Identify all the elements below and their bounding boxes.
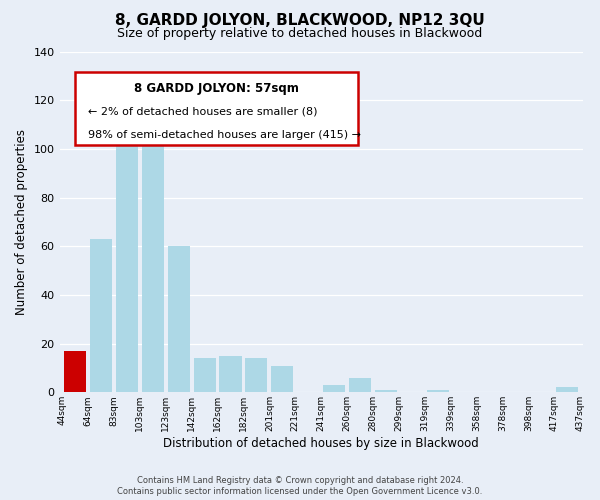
Bar — [116, 127, 138, 392]
FancyBboxPatch shape — [75, 72, 358, 145]
Text: Size of property relative to detached houses in Blackwood: Size of property relative to detached ho… — [118, 28, 482, 40]
Text: 8 GARDD JOLYON: 57sqm: 8 GARDD JOLYON: 57sqm — [134, 82, 299, 95]
Bar — [220, 356, 242, 393]
Bar — [427, 390, 449, 392]
Bar — [323, 385, 345, 392]
Bar — [194, 358, 215, 392]
Bar — [375, 390, 397, 392]
Text: 98% of semi-detached houses are larger (415) →: 98% of semi-detached houses are larger (… — [88, 130, 361, 140]
Text: ← 2% of detached houses are smaller (8): ← 2% of detached houses are smaller (8) — [88, 106, 318, 116]
Bar — [167, 246, 190, 392]
Bar — [90, 239, 112, 392]
Y-axis label: Number of detached properties: Number of detached properties — [15, 129, 28, 315]
Bar — [245, 358, 268, 392]
Text: 8, GARDD JOLYON, BLACKWOOD, NP12 3QU: 8, GARDD JOLYON, BLACKWOOD, NP12 3QU — [115, 12, 485, 28]
Bar — [142, 108, 164, 393]
Text: Contains public sector information licensed under the Open Government Licence v3: Contains public sector information licen… — [118, 487, 482, 496]
Bar — [271, 366, 293, 392]
Bar — [556, 388, 578, 392]
Bar — [64, 351, 86, 393]
X-axis label: Distribution of detached houses by size in Blackwood: Distribution of detached houses by size … — [163, 437, 479, 450]
Bar — [349, 378, 371, 392]
Text: Contains HM Land Registry data © Crown copyright and database right 2024.: Contains HM Land Registry data © Crown c… — [137, 476, 463, 485]
